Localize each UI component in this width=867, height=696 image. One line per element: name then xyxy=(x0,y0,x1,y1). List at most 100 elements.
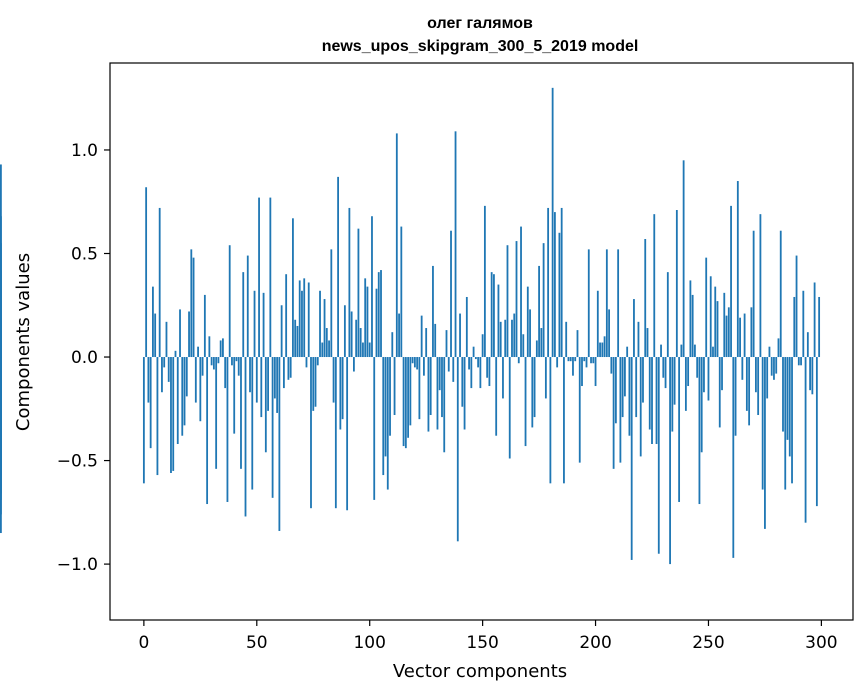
bar-172 xyxy=(531,357,534,428)
bar-240 xyxy=(684,357,687,411)
bar-224 xyxy=(648,357,651,430)
bar-29 xyxy=(208,336,211,358)
bar-250 xyxy=(707,357,710,401)
bar-53 xyxy=(262,292,265,358)
bar-85 xyxy=(334,357,337,509)
bar-132 xyxy=(441,357,443,418)
bar-195 xyxy=(583,357,586,362)
bar-121 xyxy=(416,357,419,370)
bar-152 xyxy=(486,357,489,378)
bar-110 xyxy=(391,332,394,358)
bar-249 xyxy=(705,257,708,358)
bar-15 xyxy=(176,357,179,444)
bar-214 xyxy=(626,346,629,358)
bar-216 xyxy=(630,357,633,560)
bar-180 xyxy=(549,357,552,484)
bar-45 xyxy=(244,357,247,517)
bar-221 xyxy=(642,357,644,403)
bar-282 xyxy=(779,230,782,358)
bar-171 xyxy=(529,309,531,358)
bar-218 xyxy=(635,357,638,418)
bar-87 xyxy=(339,357,342,430)
bar-237 xyxy=(678,357,681,502)
bar-241 xyxy=(687,357,690,387)
y-tick-label: 0.5 xyxy=(71,244,98,264)
bar-263 xyxy=(736,181,739,358)
y-tick-label: −0.5 xyxy=(57,452,98,472)
bar-251 xyxy=(709,276,712,358)
bar-156 xyxy=(495,357,498,436)
bar-277 xyxy=(768,346,771,358)
bar-113 xyxy=(398,313,400,358)
bar-59 xyxy=(276,357,279,413)
bar-247 xyxy=(700,357,703,453)
bar-69 xyxy=(298,280,301,358)
bar-270 xyxy=(752,230,755,358)
bar-271 xyxy=(754,357,757,393)
bar-126 xyxy=(427,357,430,432)
bar-23 xyxy=(194,357,197,403)
bar-219 xyxy=(637,321,640,358)
bar-253 xyxy=(714,286,717,358)
bar-235 xyxy=(673,357,676,405)
bar-243 xyxy=(691,294,694,358)
bar-44 xyxy=(242,272,245,358)
bar-261 xyxy=(732,357,735,558)
bar-288 xyxy=(793,296,796,358)
bar-217 xyxy=(633,299,635,358)
bar-33 xyxy=(217,357,220,364)
bar-36 xyxy=(224,357,227,389)
bar-63 xyxy=(285,274,288,358)
bar-173 xyxy=(533,357,536,418)
bar-284 xyxy=(784,357,787,490)
bar-285 xyxy=(786,357,789,440)
bar-153 xyxy=(488,357,491,387)
bar-162 xyxy=(508,357,511,459)
bar-84 xyxy=(332,357,335,403)
bar-9 xyxy=(163,357,166,368)
bar-89 xyxy=(343,305,346,358)
bar-26 xyxy=(201,357,204,376)
bar-168 xyxy=(522,334,525,358)
bar-95 xyxy=(357,228,360,358)
bar-211 xyxy=(619,357,622,463)
bar-48 xyxy=(251,357,254,490)
bar-197 xyxy=(587,249,590,358)
bar-111 xyxy=(393,357,396,416)
bar-120 xyxy=(413,357,416,368)
bar-102 xyxy=(373,357,376,500)
bar-294 xyxy=(806,332,809,358)
bar-164 xyxy=(513,313,516,358)
bar-166 xyxy=(517,357,520,364)
bar-232 xyxy=(666,272,669,358)
bar-131 xyxy=(438,357,441,391)
bar-146 xyxy=(472,346,475,358)
bar-160 xyxy=(504,319,507,358)
bar-7 xyxy=(158,207,161,358)
bar-38 xyxy=(228,245,231,358)
bar-290 xyxy=(797,357,800,366)
bar-140 xyxy=(459,313,461,358)
bar-267 xyxy=(745,357,748,411)
bar-149 xyxy=(479,357,482,389)
bar-204 xyxy=(603,336,606,358)
bar-undefined xyxy=(0,357,2,500)
bar-179 xyxy=(547,207,550,358)
bar-13 xyxy=(172,357,175,471)
bar-244 xyxy=(694,344,696,358)
bar-109 xyxy=(389,357,391,436)
bar-236 xyxy=(675,210,678,358)
bar-undefined xyxy=(0,164,2,358)
bar-81 xyxy=(325,328,328,358)
bar-199 xyxy=(592,357,595,364)
bar-76 xyxy=(314,357,317,407)
bar-130 xyxy=(436,357,439,430)
bar-68 xyxy=(296,325,299,358)
bar-198 xyxy=(590,357,592,364)
bar-275 xyxy=(764,357,766,529)
bar-65 xyxy=(289,357,292,378)
bar-51 xyxy=(258,197,260,358)
bar-30 xyxy=(210,357,213,366)
bar-124 xyxy=(423,357,425,376)
